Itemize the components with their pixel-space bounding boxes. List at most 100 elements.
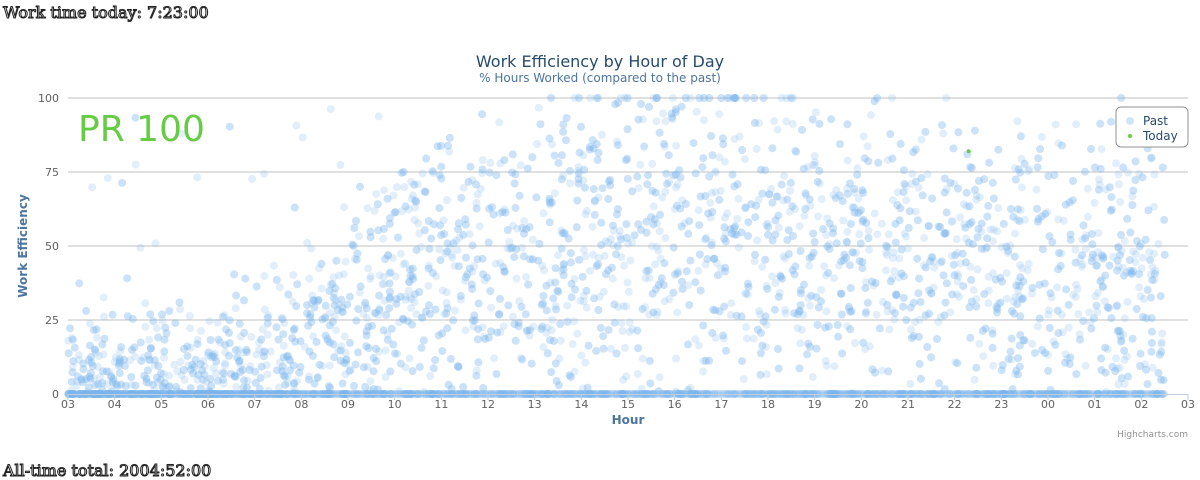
past-point — [379, 234, 388, 243]
past-point — [940, 188, 949, 197]
past-point — [1010, 252, 1019, 261]
past-point — [623, 154, 632, 163]
past-point — [1107, 205, 1116, 214]
past-point — [118, 178, 127, 187]
past-point — [859, 215, 868, 224]
past-point — [445, 147, 454, 156]
past-point — [655, 227, 664, 236]
past-point — [672, 354, 681, 363]
past-point — [1120, 355, 1129, 364]
past-point — [1043, 208, 1052, 217]
past-point — [1158, 163, 1167, 172]
past-point — [800, 211, 809, 220]
past-point — [260, 272, 269, 280]
past-point — [927, 353, 936, 362]
past-point — [684, 340, 692, 349]
past-point — [970, 375, 979, 384]
past-point — [934, 318, 943, 326]
legend-item-today[interactable]: Today — [1142, 129, 1178, 143]
past-point — [792, 147, 801, 156]
past-point — [581, 210, 590, 219]
past-point — [948, 217, 956, 226]
past-point — [939, 271, 948, 280]
past-point — [304, 375, 313, 384]
past-point — [91, 380, 100, 389]
past-point — [823, 214, 832, 223]
past-point — [340, 203, 349, 212]
past-point — [843, 184, 852, 193]
past-point — [668, 94, 677, 102]
highcharts-credits[interactable]: Highcharts.com — [1117, 430, 1188, 440]
past-point — [1009, 297, 1018, 306]
past-point — [454, 225, 463, 234]
past-point — [585, 266, 594, 275]
past-point — [1114, 326, 1123, 335]
past-point — [341, 257, 350, 266]
past-point — [768, 144, 777, 153]
past-point — [581, 358, 590, 367]
past-point — [577, 351, 586, 360]
past-point — [773, 125, 782, 134]
past-point — [913, 216, 922, 225]
past-point — [440, 229, 449, 238]
past-point — [554, 287, 563, 296]
past-point — [1012, 281, 1021, 290]
past-point — [796, 289, 805, 298]
past-point — [324, 382, 333, 391]
past-point — [407, 295, 416, 304]
past-point — [654, 281, 663, 289]
past-point — [707, 188, 716, 197]
past-point — [988, 178, 997, 187]
past-point — [699, 116, 708, 125]
past-point — [308, 351, 317, 360]
past-point — [843, 227, 852, 236]
past-point — [91, 348, 100, 357]
past-point — [422, 307, 430, 316]
legend[interactable]: Past Today — [1115, 106, 1189, 148]
past-point — [611, 100, 620, 109]
past-point — [888, 154, 897, 163]
past-point — [817, 195, 826, 203]
past-point — [552, 305, 561, 314]
past-point — [332, 256, 341, 265]
past-point — [977, 227, 986, 236]
past-point — [1019, 277, 1028, 286]
past-point — [964, 238, 973, 247]
past-point — [136, 243, 145, 252]
past-point — [623, 94, 632, 102]
past-point — [242, 345, 251, 354]
past-point — [212, 357, 221, 366]
past-point — [385, 219, 394, 228]
past-point — [288, 334, 297, 343]
past-point — [340, 332, 349, 341]
past-point — [708, 151, 717, 160]
past-point — [193, 173, 202, 182]
past-point — [796, 339, 805, 348]
past-point — [837, 289, 846, 298]
past-point — [1055, 249, 1063, 257]
past-point — [1088, 254, 1096, 262]
past-point — [1044, 350, 1052, 359]
past-point — [1002, 294, 1011, 303]
past-point — [983, 212, 992, 221]
past-point — [810, 238, 819, 246]
past-point — [520, 229, 528, 238]
past-point — [622, 302, 631, 311]
past-point — [622, 233, 631, 242]
past-point — [1061, 358, 1069, 367]
past-point — [1137, 264, 1146, 273]
past-point — [870, 97, 879, 106]
past-point — [1113, 364, 1121, 373]
past-point — [370, 206, 379, 215]
past-point — [1114, 170, 1123, 179]
past-point — [622, 220, 631, 229]
past-point — [670, 205, 679, 214]
past-point — [1081, 361, 1090, 370]
legend-item-past[interactable]: Past — [1143, 114, 1168, 128]
past-point — [1094, 248, 1102, 257]
past-point — [1013, 215, 1022, 224]
past-point — [364, 322, 373, 331]
past-point — [73, 377, 82, 386]
past-point — [783, 195, 792, 204]
past-point — [1107, 117, 1116, 126]
